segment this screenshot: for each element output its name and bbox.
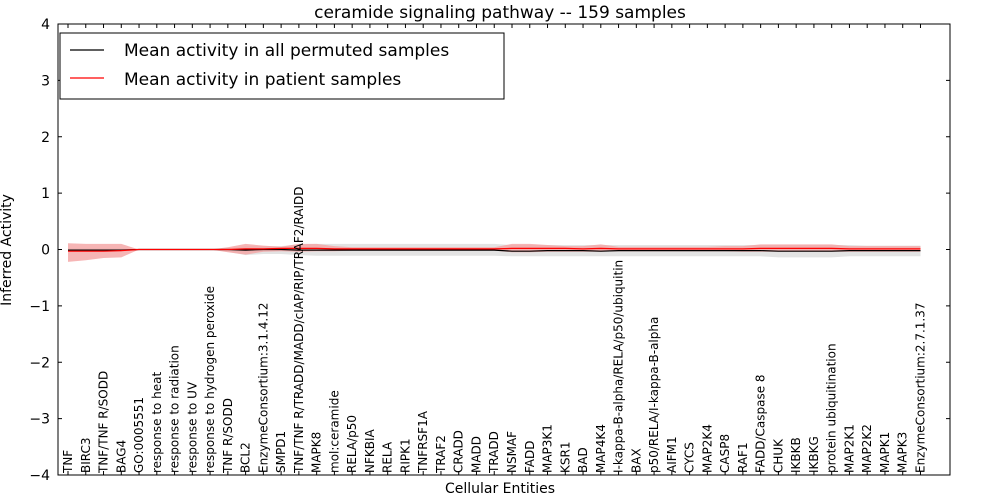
y-tick-label: 4 <box>41 17 50 33</box>
y-tick-label: 0 <box>41 243 50 259</box>
x-tick-label: TRADD <box>487 431 501 474</box>
plot-frame <box>57 23 951 476</box>
x-tick-label: TNF <box>61 450 75 474</box>
x-tick-label: EnzymeConsortium:3.1.4.12 <box>256 302 270 473</box>
legend: Mean activity in all permuted samples Me… <box>59 32 505 100</box>
x-tick-label: TRAF2 <box>434 435 448 474</box>
x-tick-label: CHUK <box>771 438 785 473</box>
y-tick-label: 2 <box>41 130 50 146</box>
y-axis-label: Inferred Activity <box>0 194 15 306</box>
x-tick-label: I-kappa-B-alpha/RELA/p50/ubiquitin <box>612 260 626 473</box>
x-tick-label: RAF1 <box>736 442 750 473</box>
x-tick-label: MAP2K1 <box>842 424 856 473</box>
x-tick-label: IKBKB <box>789 437 803 473</box>
x-tick-label: BAD <box>576 447 590 473</box>
x-axis-label: Cellular Entities <box>445 481 555 497</box>
x-tick-label: response to UV <box>185 381 199 473</box>
x-tick-label: FADD <box>523 441 537 474</box>
x-tick-label: MADD <box>470 436 484 473</box>
x-tick-label: mol:ceramide <box>327 390 341 473</box>
x-tick-label: FADD/Caspase 8 <box>754 374 768 473</box>
x-tick-label: NSMAF <box>505 431 519 473</box>
x-tick-label: response to radiation <box>168 345 182 473</box>
x-tick-label: AIFM1 <box>665 436 679 473</box>
x-tick-label: RELA <box>381 441 395 473</box>
legend-label-permuted: Mean activity in all permuted samples <box>124 41 449 61</box>
x-tick-label: CYCS <box>683 442 697 473</box>
x-tick-label: MAP2K4 <box>700 424 714 473</box>
x-tick-label: BAG4 <box>114 440 128 473</box>
x-tick-label: BIRC3 <box>79 437 93 473</box>
x-tick-label: TNF R/SODD <box>221 398 235 474</box>
x-tick-label: GO:0005551 <box>132 397 146 473</box>
x-tick-label: TNF/TNF R/SODD <box>97 371 111 474</box>
x-tick-label: MAP2K2 <box>860 424 874 473</box>
x-tick-label: TNFRSF1A <box>416 410 430 474</box>
x-tick-label: BCL2 <box>239 442 253 473</box>
x-tick-label: MAPK8 <box>310 432 324 473</box>
chart-title: ceramide signaling pathway -- 159 sample… <box>314 3 686 23</box>
x-tick-label: BAX <box>629 448 643 473</box>
x-tick-label: MAP4K4 <box>594 424 608 473</box>
x-tick-label: SMPD1 <box>274 431 288 473</box>
x-tick-label: RIPK1 <box>398 438 412 473</box>
x-tick-label: IKBKG <box>807 436 821 473</box>
x-tick-label: RELA/p50 <box>345 415 359 473</box>
x-tick-label: CRADD <box>452 430 466 473</box>
legend-box <box>59 32 505 100</box>
mean-line-series-1 <box>68 247 921 252</box>
x-tick-label: NFKBIA <box>363 428 377 473</box>
x-tick-label: EnzymeConsortium:2.7.1.37 <box>914 302 928 473</box>
plot-area: −4 −3 −2 −1 0 1 2 3 4 TNF BIRC3 TNF/TNF R/SODD BAG4 G… <box>29 17 950 484</box>
legend-label-patient: Mean activity in patient samples <box>124 70 401 90</box>
y-tick-label: −4 <box>29 468 50 484</box>
x-tick-label: MAPK3 <box>896 432 910 473</box>
y-tick-label: 3 <box>41 73 50 89</box>
x-tick-label: MAPK1 <box>878 432 892 473</box>
y-tick-label: −3 <box>29 412 50 428</box>
y-tick-label: −2 <box>29 355 50 371</box>
x-tick-label: response to heat <box>150 371 164 473</box>
x-tick-label: p50/RELA/I-kappa-B-alpha <box>647 317 661 473</box>
x-tick-label: MAP3K1 <box>541 424 555 473</box>
x-tick-label: TNF/TNF R/TRADD/MADD/cIAP/RIP/TRAF2/RAID… <box>292 187 306 475</box>
x-tick-label: CASP8 <box>718 434 732 473</box>
x-tick-label: response to hydrogen peroxide <box>203 286 217 473</box>
x-tick-label: KSR1 <box>558 442 572 473</box>
y-tick-label: 1 <box>41 186 50 202</box>
x-tick-label: protein ubiquitination <box>825 343 839 473</box>
y-tick-label: −1 <box>29 299 50 315</box>
